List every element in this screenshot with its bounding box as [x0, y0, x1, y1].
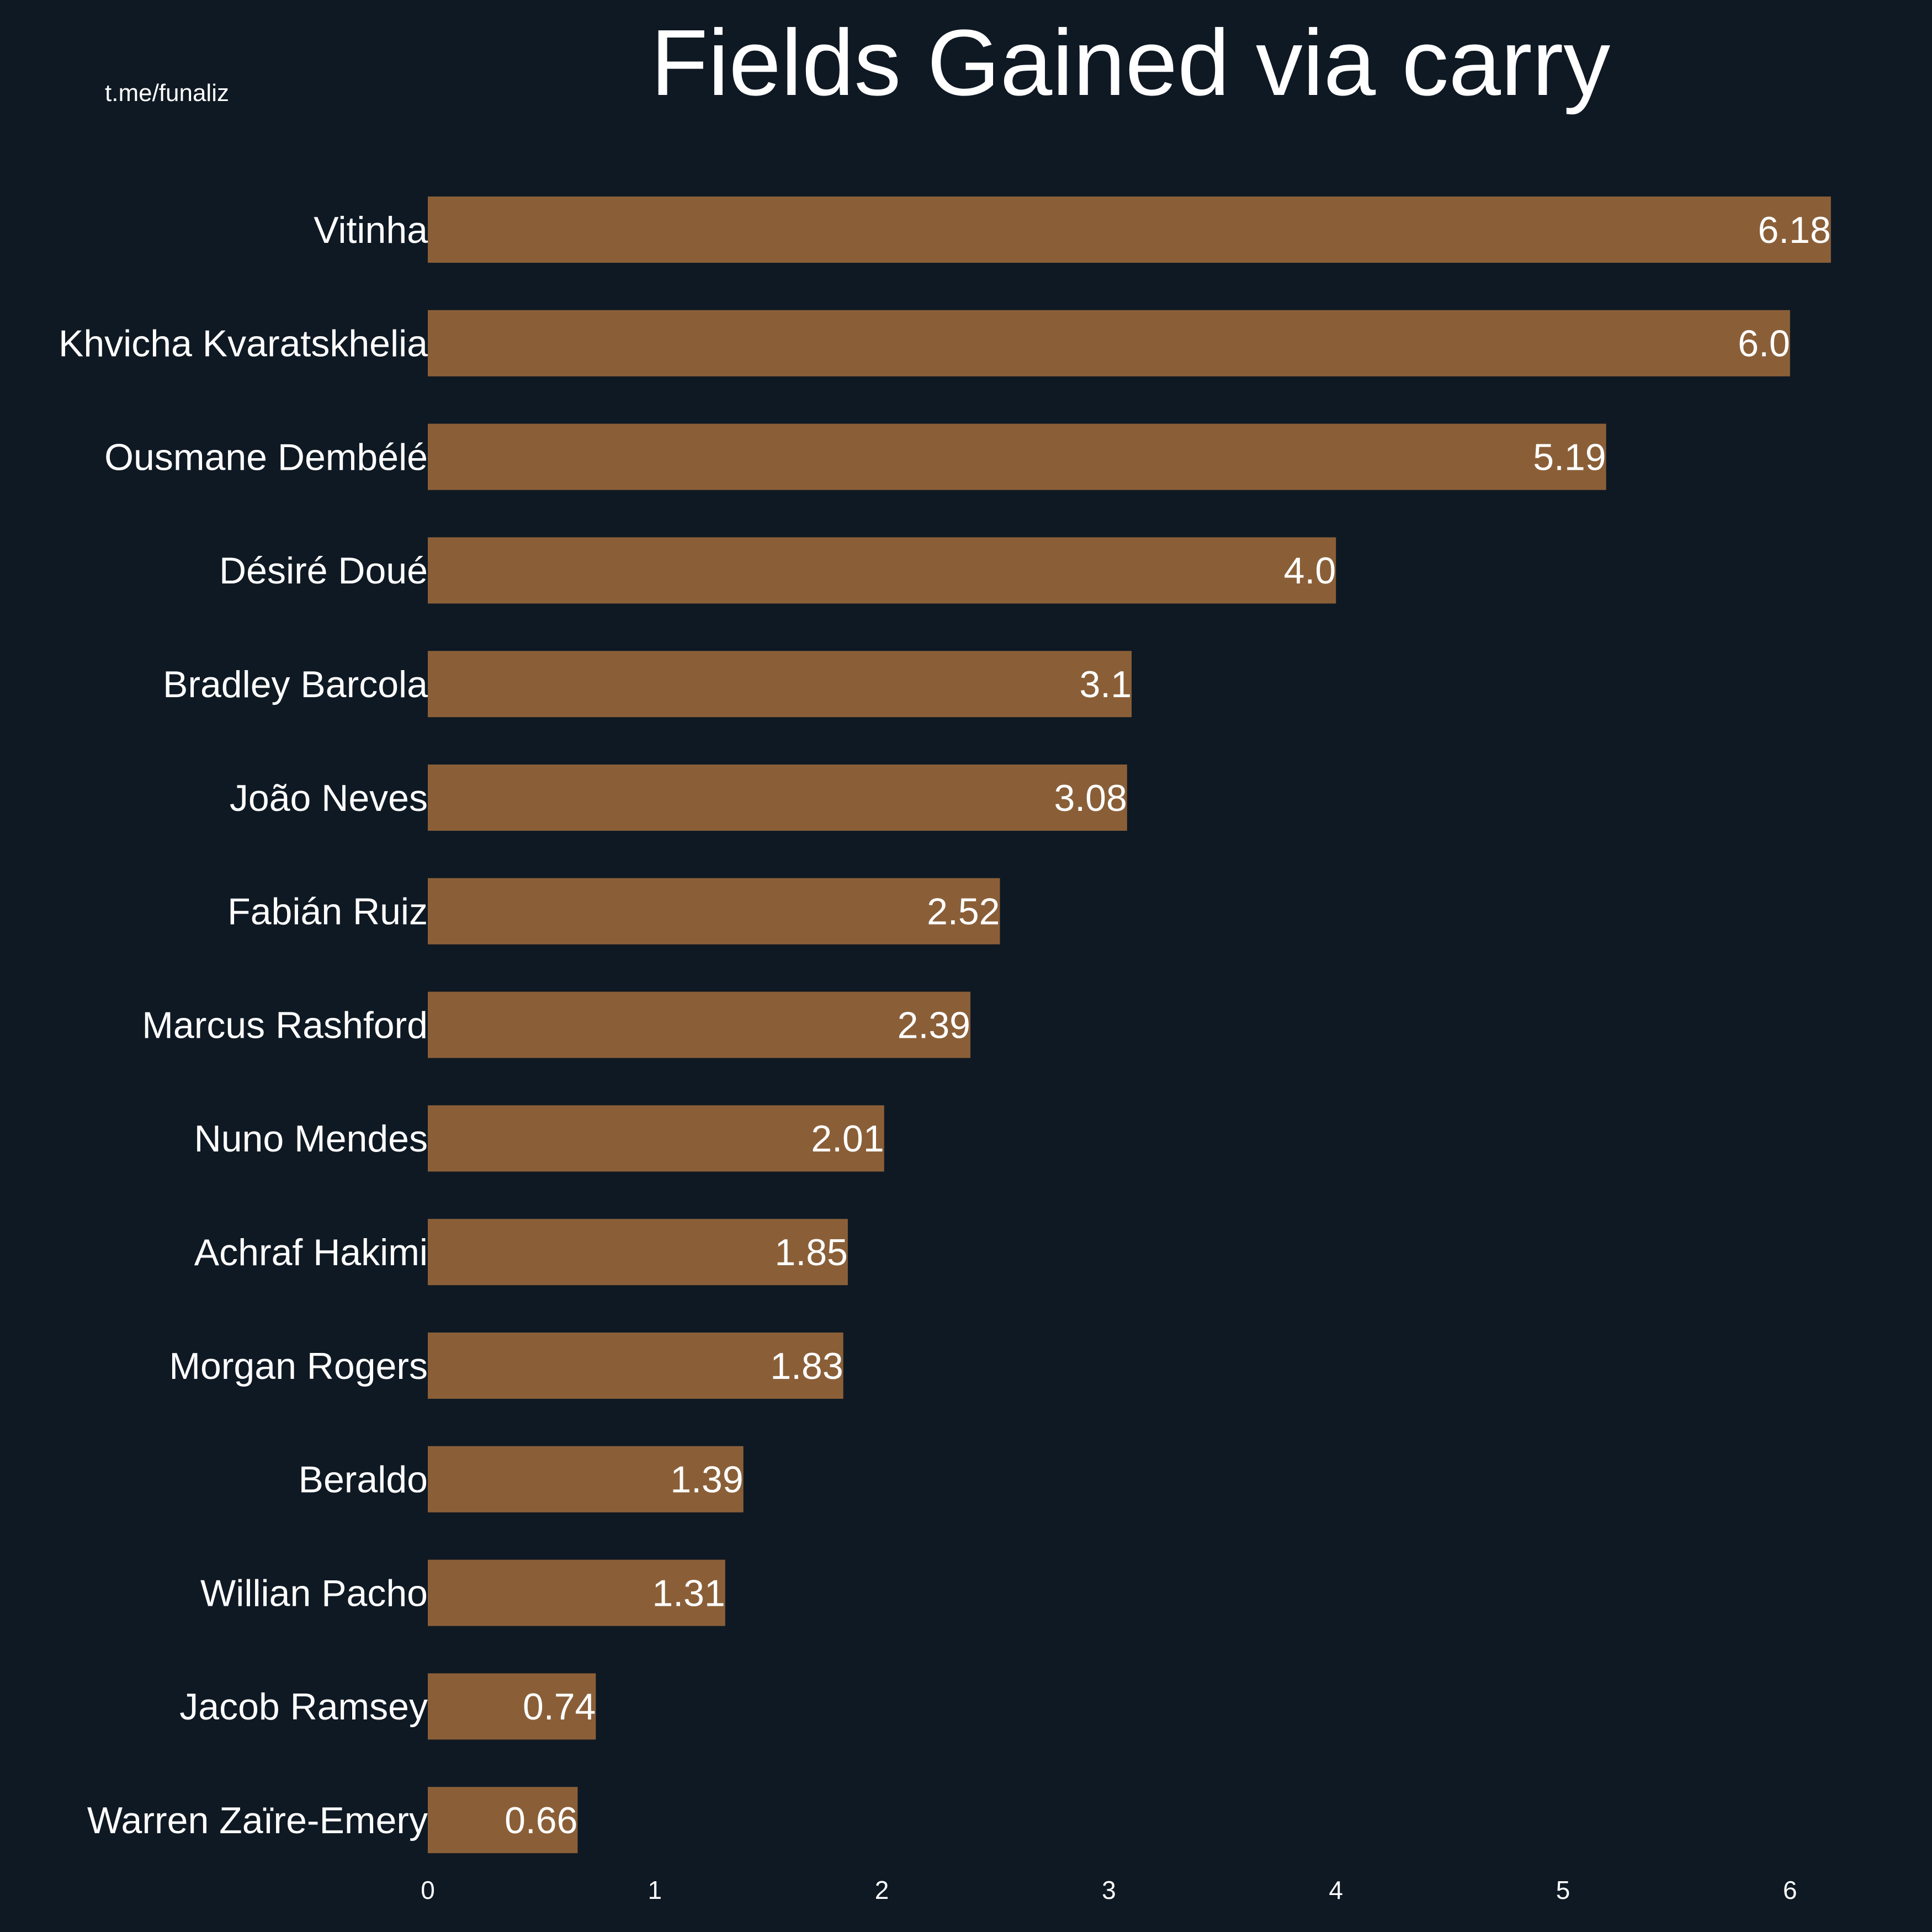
- bar: [428, 537, 1336, 604]
- x-tick-label: 5: [1556, 1876, 1570, 1904]
- bar: [428, 1219, 848, 1286]
- bar: [428, 1787, 578, 1854]
- value-label: 2.52: [927, 891, 1000, 933]
- chart-title: Fields Gained via carry: [651, 10, 1610, 115]
- bar: [428, 991, 971, 1058]
- bar: [428, 1559, 725, 1626]
- value-label: 1.31: [652, 1572, 725, 1614]
- x-tick-label: 6: [1783, 1876, 1797, 1904]
- value-label: 3.08: [1054, 777, 1127, 819]
- category-label: Ousmane Dembélé: [104, 436, 428, 478]
- bar: [428, 310, 1790, 376]
- category-label: Willian Pacho: [200, 1572, 428, 1614]
- bar: [428, 651, 1132, 718]
- value-label: 2.01: [811, 1118, 884, 1160]
- category-label: Achraf Hakimi: [194, 1232, 428, 1273]
- category-label: Warren Zaïre-Emery: [87, 1800, 428, 1841]
- value-label: 1.39: [670, 1459, 743, 1501]
- value-label: 1.83: [770, 1345, 843, 1387]
- bar: [428, 1673, 596, 1740]
- bar: [428, 1333, 843, 1399]
- value-label: 6.0: [1738, 323, 1790, 365]
- category-label: Bradley Barcola: [163, 664, 428, 705]
- bars-layer: [428, 197, 1831, 1854]
- x-tick-label: 0: [421, 1876, 435, 1904]
- value-label: 6.18: [1758, 209, 1830, 251]
- category-label: Jacob Ramsey: [179, 1686, 428, 1728]
- bar: [428, 878, 1000, 944]
- category-label: Fabián Ruiz: [227, 891, 428, 933]
- watermark-text: t.me/funaliz: [105, 79, 229, 107]
- category-label: Beraldo: [299, 1459, 428, 1501]
- category-label: Vitinha: [314, 209, 428, 251]
- value-labels-layer: 6.18 6.0 5.19 4.0 3.1 3.08 2.52 2.39 2.01 1.85 1.8…: [505, 209, 1831, 1841]
- bar: [428, 1105, 884, 1172]
- category-label: Marcus Rashford: [142, 1004, 428, 1046]
- bar: [428, 197, 1831, 263]
- bar: [428, 423, 1606, 490]
- category-label: Nuno Mendes: [194, 1118, 428, 1160]
- x-tick-label: 3: [1102, 1876, 1116, 1904]
- category-label: Khvicha Kvaratskhelia: [59, 323, 428, 365]
- value-label: 5.19: [1533, 436, 1606, 478]
- x-tick-label: 2: [875, 1876, 889, 1904]
- value-label: 0.74: [523, 1686, 596, 1728]
- value-label: 3.1: [1079, 664, 1132, 705]
- value-label: 0.66: [505, 1800, 577, 1841]
- category-labels-layer: Vitinha Khvicha Kvaratskhelia Ousmane Demb…: [59, 209, 428, 1841]
- category-label: Désiré Doué: [219, 550, 428, 592]
- bar: [428, 1446, 744, 1512]
- value-label: 2.39: [898, 1004, 970, 1046]
- bar: [428, 765, 1127, 831]
- x-tick-label: 1: [648, 1876, 662, 1904]
- value-label: 1.85: [775, 1232, 848, 1273]
- value-label: 4.0: [1284, 550, 1336, 592]
- category-label: João Neves: [230, 777, 428, 819]
- x-axis: 0 1 2 3 4 5 6: [421, 1876, 1797, 1904]
- category-label: Morgan Rogers: [169, 1345, 428, 1387]
- x-tick-label: 4: [1329, 1876, 1343, 1904]
